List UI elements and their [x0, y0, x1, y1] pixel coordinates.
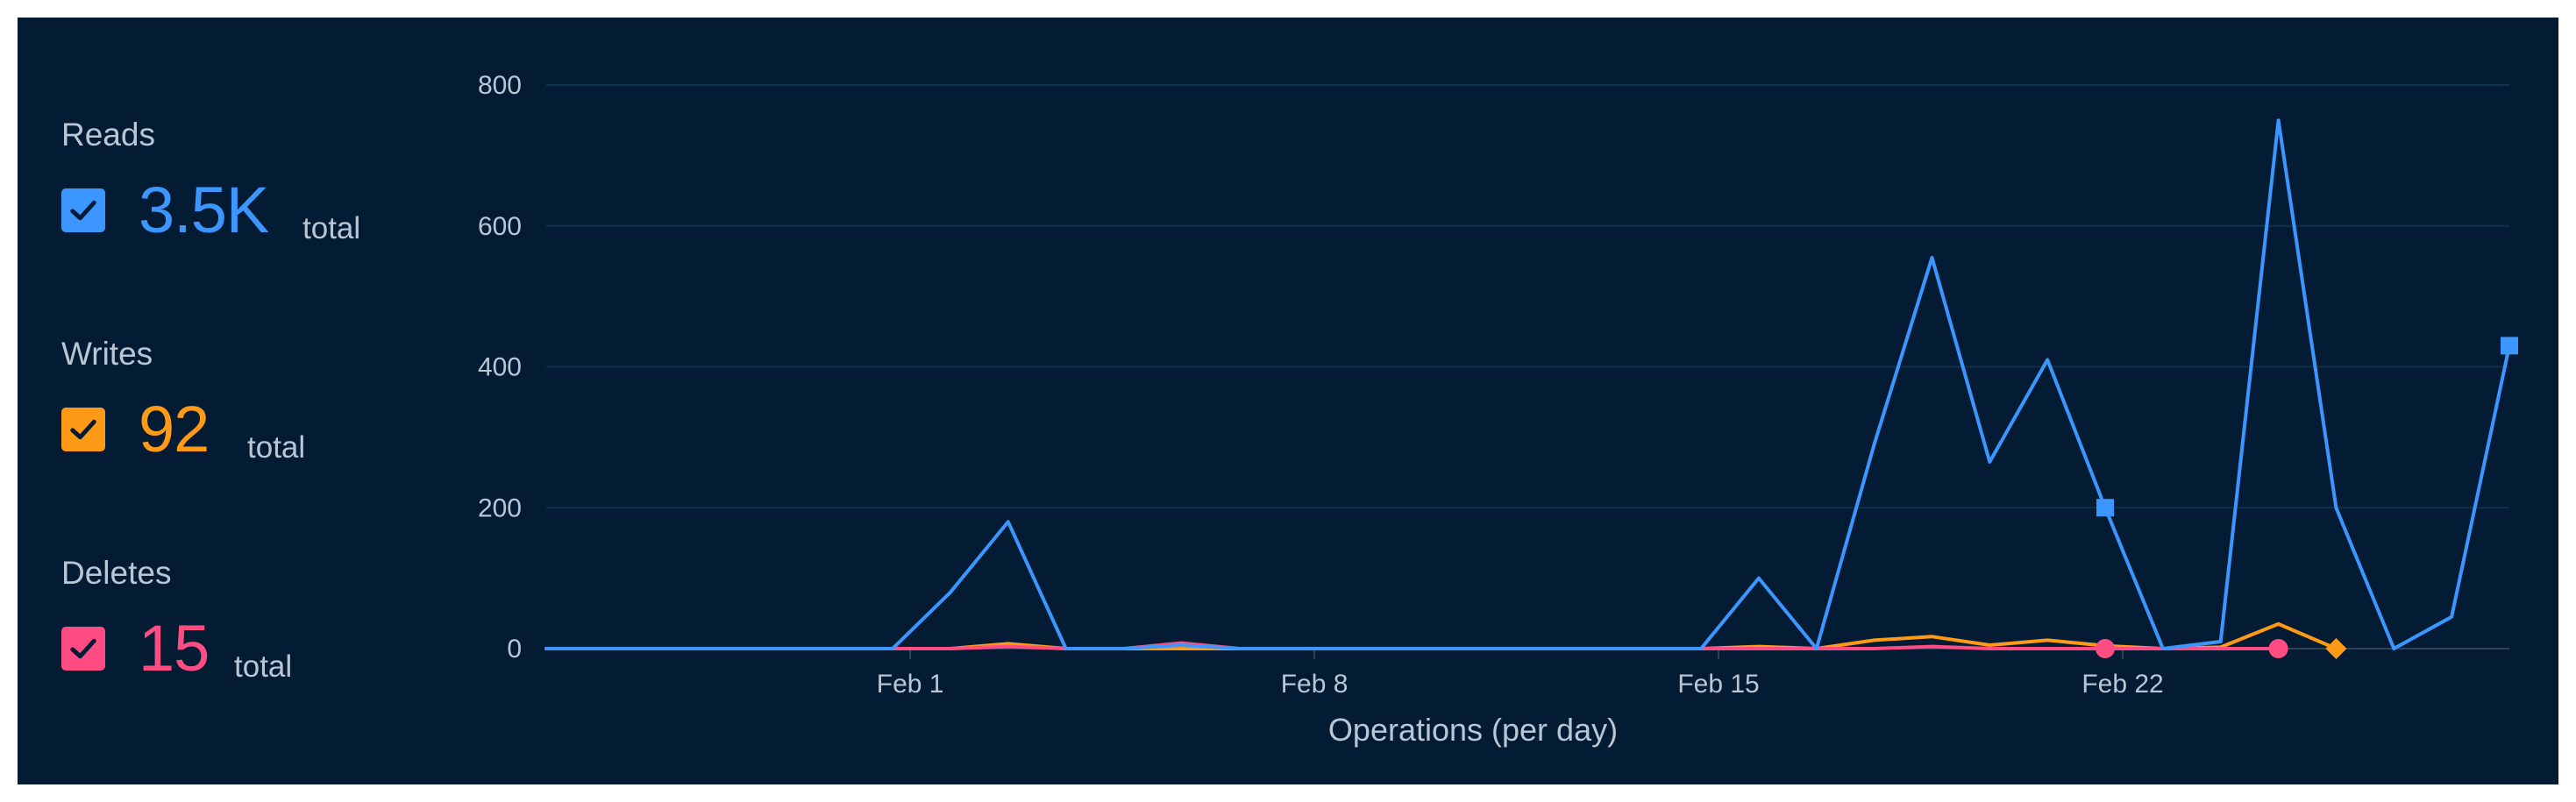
y-tick-label-200: 200 — [478, 493, 522, 522]
chart-panel: Reads 3.5K total Writes 92 total Deletes — [18, 18, 2558, 784]
writes-total-value: 92 — [139, 393, 210, 465]
x-tick-label-3: Feb 22 — [2081, 670, 2163, 699]
y-tick-label-0: 0 — [507, 635, 522, 664]
y-axis-ticks: 0 200 400 600 800 — [478, 71, 522, 664]
deletes-marker-1[interactable] — [2268, 639, 2288, 658]
reads-marker-0[interactable] — [2096, 499, 2115, 517]
deletes-total-unit: total — [234, 649, 293, 684]
writes-series-line — [544, 621, 2338, 650]
reads-total-unit: total — [302, 211, 361, 245]
x-axis-label: Operations (per day) — [1328, 712, 1618, 748]
deletes-marker-0[interactable] — [2096, 639, 2116, 658]
legend-title-reads: Reads — [61, 117, 155, 153]
writes-total-unit: total — [247, 430, 306, 465]
marker-layer — [2096, 337, 2518, 659]
legend-item-reads[interactable]: Reads 3.5K total — [61, 118, 430, 267]
checkmark-icon — [70, 200, 96, 221]
y-tick-label-800: 800 — [478, 71, 522, 100]
x-tick-label-2: Feb 15 — [1677, 670, 1759, 699]
legend-item-deletes[interactable]: Deletes 15 total — [61, 557, 430, 706]
reads-marker-1[interactable] — [2501, 337, 2518, 355]
reads-total-value: 3.5K — [139, 174, 269, 246]
writes-checkbox[interactable] — [61, 408, 105, 451]
writes-marker-0[interactable] — [2325, 638, 2347, 659]
legend-title-writes: Writes — [61, 336, 153, 372]
y-tick-label-600: 600 — [478, 212, 522, 241]
deletes-total-value: 15 — [139, 612, 210, 685]
x-axis-ticks: Feb 1 Feb 8 Feb 15 Feb 22 — [877, 649, 2164, 699]
checkmark-icon — [70, 638, 96, 659]
reads-series-line — [544, 118, 2511, 650]
chart-grid — [546, 84, 2509, 649]
reads-checkbox[interactable] — [61, 188, 105, 232]
x-tick-label-1: Feb 8 — [1281, 670, 1348, 699]
series-layer — [544, 118, 2511, 650]
checkmark-icon — [70, 419, 96, 440]
y-tick-label-400: 400 — [478, 353, 522, 382]
legend-title-deletes: Deletes — [61, 555, 172, 591]
legend-item-writes[interactable]: Writes 92 total — [61, 337, 430, 486]
x-tick-label-0: Feb 1 — [877, 670, 944, 699]
deletes-checkbox[interactable] — [61, 627, 105, 671]
